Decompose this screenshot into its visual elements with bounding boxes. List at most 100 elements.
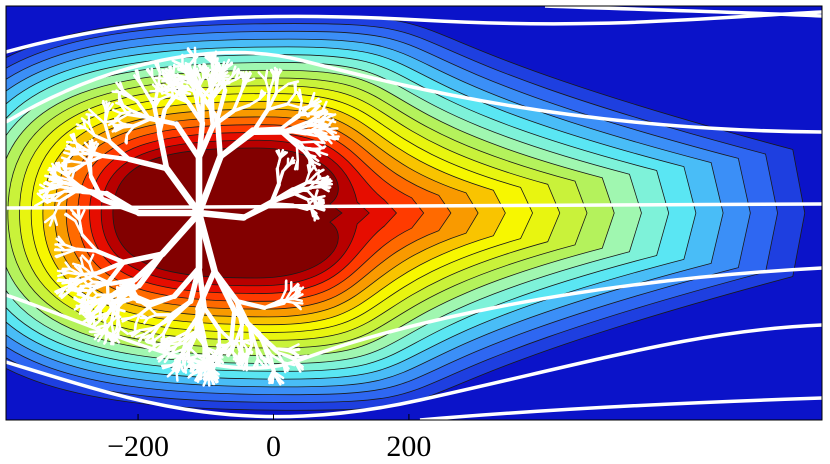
fractal-branch bbox=[200, 350, 207, 365]
fractal-branch bbox=[64, 213, 77, 223]
fractal-branch bbox=[127, 286, 137, 299]
fractal-branch bbox=[171, 59, 184, 67]
fractal-branch bbox=[94, 114, 107, 125]
fractal-branch bbox=[210, 60, 218, 75]
fractal-branch bbox=[187, 265, 202, 305]
fractal-branch bbox=[168, 65, 175, 76]
fractal-branch bbox=[299, 145, 318, 153]
fractal-branch bbox=[160, 88, 173, 95]
fractal-branch bbox=[61, 267, 72, 272]
fractal-branch bbox=[275, 167, 281, 187]
fractal-branch bbox=[164, 352, 172, 363]
fractal-branch bbox=[271, 70, 278, 82]
fractal-branch bbox=[241, 198, 276, 221]
fractal-branch bbox=[118, 327, 129, 335]
fractal-branch bbox=[308, 97, 320, 107]
fractal-branch bbox=[194, 333, 209, 350]
fractal-branch bbox=[194, 361, 204, 370]
fractal-branch bbox=[69, 133, 77, 145]
fractal-branch bbox=[287, 343, 300, 351]
fractal-branch bbox=[63, 247, 79, 252]
fractal-branch bbox=[306, 189, 316, 200]
fractal-branch bbox=[142, 333, 153, 339]
fractal-branch bbox=[315, 196, 325, 203]
fractal-branch bbox=[98, 293, 116, 306]
fractal-branch bbox=[157, 313, 174, 328]
fractal-branch bbox=[279, 288, 288, 302]
fractal-branch bbox=[272, 372, 284, 385]
fractal-branch bbox=[268, 202, 296, 208]
fractal-branch bbox=[188, 55, 199, 66]
fractal-branch bbox=[156, 352, 168, 360]
fractal-branch bbox=[54, 173, 66, 185]
fractal-branch bbox=[171, 265, 202, 300]
fractal-branch bbox=[316, 129, 328, 135]
fractal-branch bbox=[132, 117, 152, 128]
fractal-branch bbox=[148, 294, 177, 305]
fractal-branch bbox=[245, 347, 253, 355]
field-line bbox=[6, 323, 822, 419]
fractal-branch bbox=[239, 80, 248, 95]
fractal-branch bbox=[113, 297, 123, 305]
fractal-branch bbox=[298, 140, 316, 144]
fractal-branch bbox=[156, 71, 162, 89]
fractal-branch bbox=[217, 127, 256, 160]
x-axis: −200 0 200 bbox=[107, 414, 431, 463]
fractal-branch bbox=[275, 350, 296, 359]
fractal-branch bbox=[55, 237, 66, 246]
fractal-branch bbox=[257, 332, 270, 359]
fractal-branch bbox=[195, 268, 218, 312]
fractal-branch bbox=[94, 249, 127, 265]
fractal-branch bbox=[64, 159, 68, 171]
fractal-branch bbox=[239, 71, 245, 82]
fractal-branch bbox=[122, 282, 127, 293]
fractal-branch bbox=[78, 209, 86, 222]
fractal-branch bbox=[100, 153, 132, 162]
fractal-branch bbox=[287, 347, 298, 357]
fractal-branch bbox=[180, 329, 198, 341]
fractal-branch bbox=[315, 206, 326, 211]
fractal-branch bbox=[186, 333, 198, 354]
fractal-branch bbox=[114, 112, 123, 121]
fractal-branch bbox=[124, 290, 135, 301]
fractal-branch bbox=[155, 62, 162, 74]
fractal-branch bbox=[120, 122, 136, 127]
fractal-branch bbox=[292, 291, 302, 301]
fractal-branch bbox=[181, 88, 190, 94]
fractal-branch bbox=[276, 156, 282, 171]
fractal-branch bbox=[128, 313, 142, 320]
fractal-branch bbox=[208, 68, 214, 83]
fractal-branch bbox=[250, 126, 284, 133]
fractal-branch bbox=[320, 184, 331, 190]
fractal-branch bbox=[187, 75, 204, 97]
fractal-branch bbox=[168, 330, 190, 343]
fractal-branch bbox=[207, 79, 214, 101]
fractal-branch bbox=[77, 264, 84, 275]
fractal-branch bbox=[228, 308, 237, 345]
fractal-branch bbox=[231, 91, 243, 113]
fractal-branch bbox=[145, 68, 154, 78]
fractal-branch bbox=[61, 157, 67, 168]
fractal-branch bbox=[76, 151, 89, 162]
fractal-branch bbox=[161, 363, 174, 370]
fractal-branch bbox=[275, 82, 290, 94]
fractal-branch bbox=[239, 350, 247, 360]
fractal-branch bbox=[153, 331, 165, 341]
fractal-branch bbox=[126, 156, 170, 172]
fractal-branch bbox=[155, 343, 164, 352]
fractal-branch bbox=[164, 339, 172, 356]
fractal-branch bbox=[299, 145, 312, 162]
fractal-branch bbox=[53, 189, 67, 201]
fractal-branch bbox=[78, 218, 84, 237]
fractal-branch bbox=[87, 293, 99, 304]
fractal-branch bbox=[323, 134, 333, 145]
fractal-branch bbox=[247, 324, 254, 348]
fractal-branch bbox=[121, 251, 166, 265]
fractal-branch bbox=[295, 145, 300, 162]
fractal-branch bbox=[292, 356, 304, 370]
fractal-branch bbox=[75, 123, 87, 130]
fractal-branch bbox=[144, 334, 154, 342]
fractal-branch bbox=[229, 339, 244, 343]
fractal-branch bbox=[133, 322, 137, 333]
fractal-branch bbox=[152, 85, 160, 108]
